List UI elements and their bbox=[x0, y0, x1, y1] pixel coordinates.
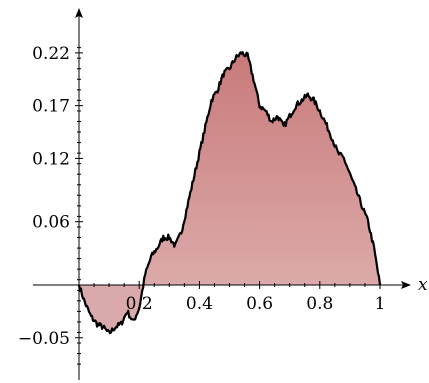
area-positive bbox=[144, 52, 380, 285]
axis-layer bbox=[33, 8, 411, 380]
x-tick-label: 0.4 bbox=[186, 294, 213, 314]
series-line bbox=[77, 51, 382, 335]
x-axis-label: x bbox=[418, 275, 428, 295]
x-axis-arrow bbox=[401, 281, 411, 289]
x-tick-label: 0.2 bbox=[126, 294, 153, 314]
area-layer bbox=[79, 52, 380, 334]
y-tick-label: 0.22 bbox=[32, 44, 70, 64]
line-layer bbox=[77, 51, 382, 335]
y-tick-label: 0.06 bbox=[32, 213, 70, 233]
x-tick-label: 1 bbox=[375, 294, 386, 314]
x-tick-label: 0.8 bbox=[306, 294, 333, 314]
y-tick-label: 0.17 bbox=[32, 97, 70, 117]
y-axis-arrow bbox=[75, 8, 83, 18]
label-layer: 0.2 0.4 0.6 0.8 1 −0.05 0.06 0.12 0.17 0.22 x bbox=[18, 44, 428, 349]
y-tick-label: 0.12 bbox=[32, 149, 70, 169]
x-tick-label: 0.6 bbox=[246, 294, 273, 314]
y-tick-label: −0.05 bbox=[18, 329, 70, 349]
